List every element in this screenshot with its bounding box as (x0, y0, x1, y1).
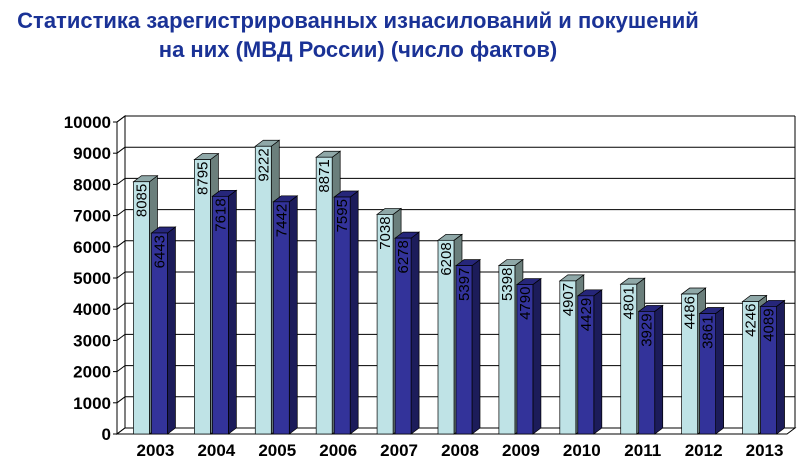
gridline-side (116, 240, 126, 248)
gridline-side (116, 115, 126, 123)
bar-side (167, 226, 176, 435)
bar (437, 239, 455, 435)
data-label: 4486 (682, 296, 699, 329)
data-label: 7618 (212, 198, 229, 231)
bar (559, 280, 577, 435)
bar (194, 159, 211, 435)
bar-side (410, 231, 420, 435)
data-label: 3929 (639, 313, 656, 346)
x-tick-label: 2011 (624, 441, 661, 460)
bar (394, 237, 412, 435)
bar (212, 195, 229, 435)
y-tick-label: 8000 (73, 175, 111, 194)
x-tick-label: 2008 (441, 441, 479, 460)
bar (620, 283, 638, 435)
data-label: 4790 (517, 287, 534, 320)
gridline-side (116, 333, 126, 341)
data-label: 5397 (456, 268, 473, 301)
bar-side (654, 304, 664, 435)
y-tick-label: 3000 (73, 331, 111, 350)
bar (760, 306, 777, 435)
y-tick-label: 6000 (73, 238, 111, 257)
x-tick-label: 2004 (197, 441, 235, 460)
y-tick-label: 4000 (73, 300, 111, 319)
data-label: 7038 (377, 216, 394, 249)
gridline-side (116, 396, 126, 404)
x-tick-label: 2003 (137, 441, 175, 460)
bar (315, 156, 333, 435)
bar (455, 265, 473, 435)
data-label: 5398 (499, 268, 516, 301)
gridline-side (116, 365, 126, 373)
gridline-side (116, 271, 126, 279)
data-label: 4907 (560, 283, 577, 316)
bar (577, 295, 595, 435)
data-label: 4801 (621, 286, 638, 319)
bar (151, 232, 168, 435)
bar (376, 214, 394, 435)
bar-side (349, 190, 359, 435)
bar (254, 145, 272, 435)
bar (133, 181, 150, 435)
data-label: 8871 (316, 159, 333, 192)
y-tick-label: 5000 (73, 269, 111, 288)
y-tick-label: 10000 (64, 113, 111, 132)
bar-side (532, 277, 542, 435)
x-tick-label: 2010 (563, 441, 601, 460)
bar (681, 293, 698, 435)
data-label: 6278 (395, 240, 412, 273)
bar (516, 284, 534, 435)
data-label: 6443 (151, 235, 168, 268)
data-label: 6208 (438, 242, 455, 275)
data-label: 8085 (133, 184, 150, 217)
y-tick-label: 1000 (73, 394, 111, 413)
y-tick-label: 2000 (73, 363, 111, 382)
data-label: 8795 (194, 162, 211, 195)
gridline-side (116, 177, 126, 185)
y-tick-label: 9000 (73, 144, 111, 163)
gridline-side (116, 209, 126, 217)
data-label: 4429 (578, 298, 595, 331)
chart-title: Статистика зарегистрированных изнасилова… (17, 8, 699, 62)
gridline-side (116, 146, 126, 154)
bar-side (593, 289, 603, 435)
bar-side (228, 189, 237, 435)
data-label: 3861 (700, 316, 717, 349)
bar-side (471, 258, 481, 435)
x-tick-label: 2005 (258, 441, 296, 460)
bar (699, 313, 716, 435)
data-label: 4089 (761, 308, 778, 341)
x-tick-label: 2009 (502, 441, 540, 460)
bar-side (715, 306, 724, 435)
bar-side (288, 195, 298, 435)
y-tick-label: 0 (102, 425, 111, 444)
bar (742, 301, 759, 435)
data-label: 7442 (273, 204, 290, 237)
data-label: 4246 (743, 304, 760, 337)
x-tick-label: 2007 (380, 441, 418, 460)
bar (638, 311, 656, 435)
bar (333, 196, 351, 435)
x-tick-label: 2006 (319, 441, 357, 460)
bar-side (776, 299, 785, 435)
gridline-side (116, 302, 126, 310)
bar (498, 265, 516, 435)
x-tick-label: 2012 (685, 441, 723, 460)
data-label: 9222 (255, 148, 272, 181)
x-tick-label: 2013 (746, 441, 784, 460)
data-label: 7595 (334, 199, 351, 232)
y-tick-label: 7000 (73, 207, 111, 226)
bar (272, 201, 290, 435)
